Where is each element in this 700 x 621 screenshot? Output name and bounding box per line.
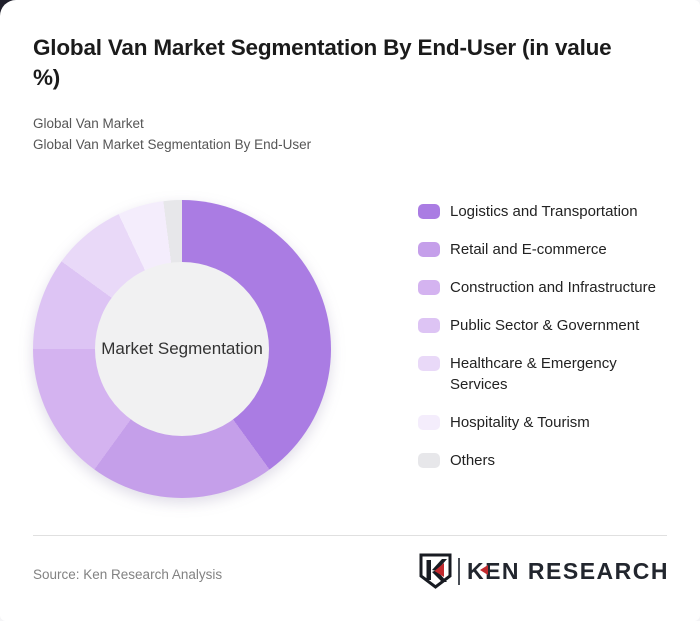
legend-label: Public Sector & Government (450, 317, 640, 334)
legend-swatch (418, 453, 440, 468)
legend-item-5[interactable]: Healthcare & Emergency Services (418, 353, 670, 395)
chart-legend: Logistics and Transportation Retail and E… (418, 201, 670, 471)
logo-red-triangle-icon (479, 564, 488, 575)
legend-label: Logistics and Transportation (450, 203, 638, 220)
legend-item-7[interactable]: Others (418, 450, 670, 471)
legend-item-3[interactable]: Construction and Infrastructure (418, 277, 670, 298)
source-text: Source: Ken Research Analysis (33, 567, 223, 582)
legend-label: Construction and Infrastructure (450, 279, 656, 296)
ken-research-shield-icon (419, 553, 452, 589)
legend-item-6[interactable]: Hospitality & Tourism (418, 412, 670, 433)
legend-swatch (418, 280, 440, 295)
legend-label: Hospitality & Tourism (450, 414, 590, 431)
page-title: Global Van Market Segmentation By End-Us… (33, 35, 612, 90)
footer-divider (33, 535, 667, 536)
legend-swatch (418, 415, 440, 430)
legend-swatch (418, 356, 440, 371)
ken-research-logo: KEN RESEARCH (419, 553, 669, 589)
legend-label: Retail and E-commerce (450, 241, 607, 258)
donut-hole: Market Segmentation (95, 262, 269, 436)
legend-swatch (418, 204, 440, 219)
legend-label: Healthcare & Emergency Services (450, 355, 617, 393)
subtitle-line-2: Global Van Market Segmentation By End-Us… (33, 137, 312, 152)
legend-item-4[interactable]: Public Sector & Government (418, 315, 670, 336)
legend-swatch (418, 242, 440, 257)
logo-separator (457, 557, 460, 585)
legend-label: Others (450, 452, 496, 469)
legend-swatch (418, 318, 440, 333)
logo-text: KEN RESEARCH (466, 557, 669, 584)
chart-subtitle: Global Van Market Global Van Market Segm… (33, 113, 643, 155)
legend-item-1[interactable]: Logistics and Transportation (418, 201, 670, 222)
legend-item-2[interactable]: Retail and E-commerce (418, 239, 670, 260)
donut-chart[interactable]: Market Segmentation (33, 200, 331, 498)
subtitle-line-1: Global Van Market (33, 116, 144, 131)
donut-center-label: Market Segmentation (101, 339, 263, 358)
